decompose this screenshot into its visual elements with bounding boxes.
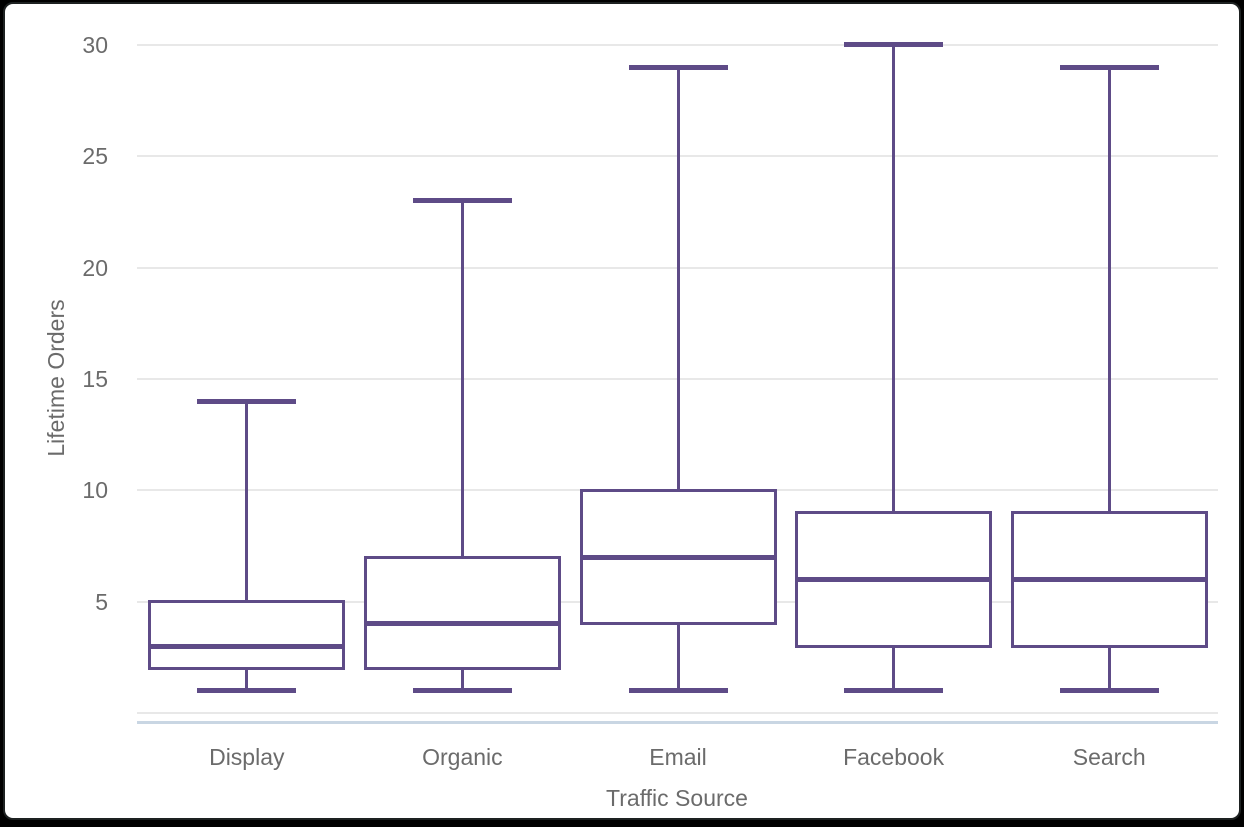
- whisker-upper-cap: [628, 64, 728, 70]
- y-tick-label: 30: [82, 31, 108, 58]
- y-tick-label: 15: [82, 365, 108, 392]
- iqr-box: [363, 555, 561, 670]
- whisker-lower-cap: [844, 688, 944, 694]
- whisker-lower-cap: [1059, 688, 1159, 694]
- whisker-upper-stem: [460, 200, 464, 558]
- whisker-upper-stem: [245, 401, 249, 602]
- x-category-label: Display: [209, 744, 285, 770]
- whisker-upper-cap: [844, 42, 944, 48]
- whisker-upper-stem: [676, 67, 680, 491]
- whisker-lower-stem: [245, 668, 249, 691]
- whisker-upper-stem: [1107, 67, 1111, 513]
- y-tick-label: 25: [82, 143, 108, 170]
- whisker-lower-stem: [676, 623, 680, 691]
- median-line: [1010, 576, 1208, 582]
- median-line: [148, 643, 346, 649]
- whisker-lower-cap: [197, 688, 297, 694]
- median-line: [579, 554, 777, 560]
- y-gridline: [137, 43, 1218, 46]
- whisker-lower-stem: [1107, 646, 1111, 691]
- whisker-upper-cap: [1059, 64, 1159, 70]
- y-tick-label: 5: [95, 588, 108, 615]
- y-tick-label: 10: [82, 477, 108, 504]
- median-line: [363, 621, 561, 627]
- x-axis-line: [137, 721, 1218, 724]
- x-axis-title: Traffic Source: [606, 785, 748, 811]
- whisker-upper-stem: [892, 44, 896, 513]
- whisker-upper-cap: [412, 198, 512, 204]
- y-tick-label: 20: [82, 254, 108, 281]
- whisker-lower-cap: [628, 688, 728, 694]
- whisker-lower-stem: [892, 646, 896, 691]
- whisker-lower-stem: [460, 668, 464, 691]
- x-category-label: Search: [1072, 744, 1146, 770]
- y-gridline: [137, 712, 1218, 714]
- x-category-label: Facebook: [843, 744, 945, 770]
- whisker-lower-cap: [412, 688, 512, 694]
- chart-window: [3, 2, 1241, 820]
- x-category-label: Email: [649, 744, 707, 770]
- median-line: [795, 576, 993, 582]
- whisker-upper-cap: [197, 398, 297, 404]
- x-category-label: Organic: [422, 744, 503, 770]
- iqr-box: [148, 600, 346, 670]
